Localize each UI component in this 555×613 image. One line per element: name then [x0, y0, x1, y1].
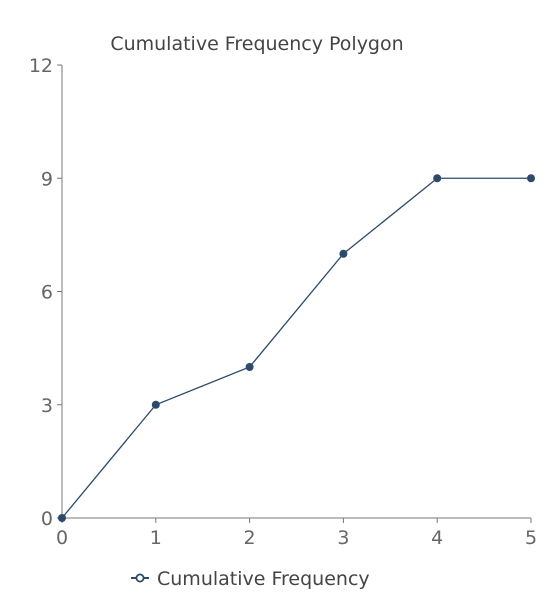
y-axis: 0 3 6 9 12 — [29, 55, 63, 530]
x-tick-label: 4 — [431, 527, 443, 549]
x-tick-label: 2 — [244, 527, 256, 549]
x-ticks: 0 1 2 3 4 5 — [56, 518, 537, 549]
y-tick-label: 6 — [41, 282, 53, 304]
legend[interactable]: Cumulative Frequency — [131, 568, 370, 590]
series-line — [61, 177, 531, 519]
y-tick-label: 0 — [41, 508, 53, 530]
y-ticks: 0 3 6 9 12 — [29, 55, 62, 530]
y-tick-label: 9 — [41, 168, 53, 190]
data-point[interactable] — [527, 174, 535, 183]
data-point[interactable] — [245, 363, 254, 371]
x-axis: 0 1 2 3 4 5 — [56, 517, 537, 549]
legend-marker-icon — [135, 573, 145, 583]
data-point[interactable] — [339, 249, 348, 258]
chart-title: Cumulative Frequency Polygon — [110, 33, 403, 55]
x-tick-label: 0 — [56, 527, 68, 549]
data-point[interactable] — [58, 514, 66, 522]
legend-label: Cumulative Frequency — [157, 568, 370, 590]
data-point[interactable] — [151, 400, 160, 409]
series-points — [58, 174, 535, 522]
data-point[interactable] — [433, 174, 442, 183]
y-tick-label: 3 — [41, 395, 53, 417]
x-tick-label: 3 — [337, 527, 349, 549]
x-tick-label: 1 — [150, 527, 162, 549]
y-tick-label: 12 — [29, 55, 53, 77]
x-tick-label: 5 — [525, 527, 537, 549]
series-layer — [58, 174, 535, 522]
